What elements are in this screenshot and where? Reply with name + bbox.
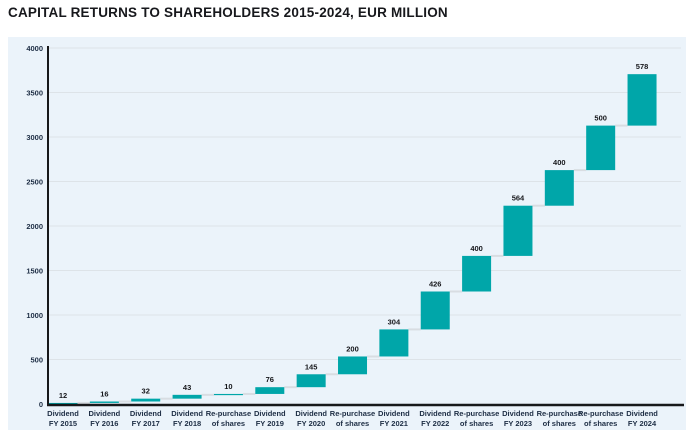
waterfall-bar [131, 398, 161, 402]
bar-value-label: 10 [224, 382, 232, 391]
x-axis-label: Re-purchase [330, 409, 375, 418]
bar-value-label: 500 [594, 114, 607, 123]
x-axis-label: of shares [584, 419, 617, 428]
bar-value-label: 16 [100, 390, 108, 399]
x-axis-label: Re-purchase [537, 409, 582, 418]
waterfall-bar [89, 401, 119, 403]
waterfall-bar [379, 329, 409, 357]
x-axis-label: of shares [543, 419, 576, 428]
x-axis-label: of shares [336, 419, 369, 428]
y-tick-label: 3500 [26, 88, 43, 97]
y-tick-label: 2500 [26, 177, 43, 186]
bar-value-label: 304 [388, 317, 401, 326]
waterfall-bar [338, 356, 368, 375]
x-axis-label: Dividend [626, 409, 658, 418]
x-axis-label: Dividend [171, 409, 203, 418]
waterfall-bar [420, 291, 450, 330]
x-axis-label: Dividend [502, 409, 534, 418]
bar-value-label: 145 [305, 362, 318, 371]
x-axis-label: FY 2023 [504, 419, 532, 428]
x-axis-label: FY 2021 [380, 419, 408, 428]
waterfall-bar [586, 125, 616, 171]
x-axis-label: FY 2019 [256, 419, 284, 428]
bar-value-label: 400 [553, 158, 566, 167]
waterfall-bar [48, 402, 78, 405]
bar-value-label: 76 [266, 375, 274, 384]
waterfall-chart: 12 16 32 43 10 76 145 200 304 426 400 564 400 500 578 0… [8, 37, 686, 430]
y-tick-label: 2000 [26, 222, 43, 231]
bar-value-label: 12 [59, 391, 67, 400]
x-axis-label: Re-purchase [206, 409, 251, 418]
x-axis-label: FY 2017 [132, 419, 160, 428]
y-tick-label: 1000 [26, 311, 43, 320]
y-tick-label: 1500 [26, 266, 43, 275]
x-axis-label: FY 2024 [628, 419, 657, 428]
bar-value-label: 578 [636, 62, 649, 71]
x-axis-label: Re-purchase [578, 409, 623, 418]
x-axis-label: FY 2018 [173, 419, 201, 428]
x-axis-label: Dividend [378, 409, 410, 418]
x-axis-label: Dividend [130, 409, 162, 418]
x-axis-label: FY 2015 [49, 419, 77, 428]
bar-value-label: 400 [470, 244, 483, 253]
waterfall-bar [544, 170, 574, 206]
x-axis-label: FY 2022 [421, 419, 449, 428]
waterfall-bar [213, 393, 243, 396]
x-axis-label: of shares [212, 419, 245, 428]
x-axis-label: Dividend [419, 409, 451, 418]
bar-value-label: 200 [346, 344, 359, 353]
x-axis-label: FY 2020 [297, 419, 325, 428]
x-axis-label: Dividend [47, 409, 79, 418]
x-axis-label: Dividend [89, 409, 121, 418]
y-tick-label: 500 [30, 355, 43, 364]
waterfall-bar [627, 74, 657, 126]
y-tick-label: 0 [39, 400, 43, 409]
x-axis-label: Re-purchase [454, 409, 499, 418]
chart-title: CAPITAL RETURNS TO SHAREHOLDERS 2015-202… [8, 5, 448, 20]
bar-value-label: 43 [183, 383, 191, 392]
x-axis-label: Dividend [254, 409, 286, 418]
x-axis-label: Dividend [295, 409, 327, 418]
bar-value-label: 426 [429, 280, 442, 289]
y-tick-label: 4000 [26, 44, 43, 53]
y-tick-label: 3000 [26, 133, 43, 142]
waterfall-bar [255, 387, 285, 394]
bar-value-label: 32 [142, 387, 150, 396]
waterfall-bar [462, 255, 492, 292]
waterfall-bar [172, 394, 202, 399]
bar-value-label: 564 [512, 194, 525, 203]
x-axis-label: FY 2016 [90, 419, 118, 428]
x-axis-label: of shares [460, 419, 493, 428]
waterfall-bar [296, 374, 326, 388]
waterfall-bar [503, 205, 533, 256]
chart-canvas: 12 16 32 43 10 76 145 200 304 426 400 564 400 500 578 0… [26, 44, 684, 428]
